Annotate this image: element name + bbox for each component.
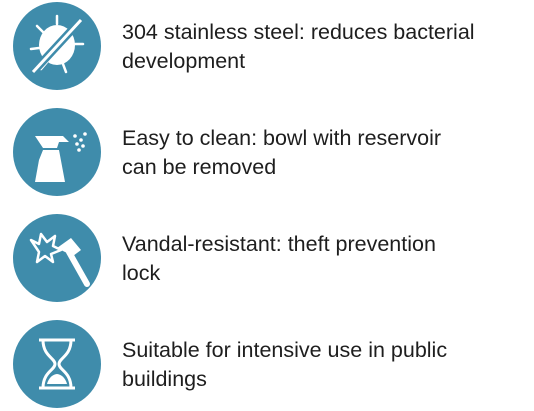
text-line: Vandal-resistant: theft prevention [122,232,436,256]
feature: 304 stainless steel: reduces bacterial d… [0,0,534,92]
spray-icon [13,108,101,196]
feature: Easy to clean: bowl with reservoir can b… [0,106,534,198]
feature-text: 304 stainless steel: reduces bacterial d… [122,18,475,76]
feature: Suitable for intensive use in public bui… [0,318,534,410]
feature-text: Vandal-resistant: theft prevention lock [122,230,436,288]
text-line: can be removed [122,155,277,179]
text-line: buildings [122,367,207,391]
hammer-icon [13,214,101,302]
feature-text: Easy to clean: bowl with reservoir can b… [122,124,441,182]
text-line: Easy to clean: bowl with reservoir [122,126,442,150]
hourglass-icon [13,320,101,408]
text-line: 304 stainless steel: reduces bacterial [122,20,475,44]
feature-text: Suitable for intensive use in public bui… [122,336,447,394]
feature: Vandal-resistant: theft prevention lock [0,212,534,304]
text-line: development [122,49,246,73]
text-line: Suitable for intensive use in public [122,338,448,362]
bacteria-icon [13,2,101,90]
text-line: lock [122,261,161,285]
